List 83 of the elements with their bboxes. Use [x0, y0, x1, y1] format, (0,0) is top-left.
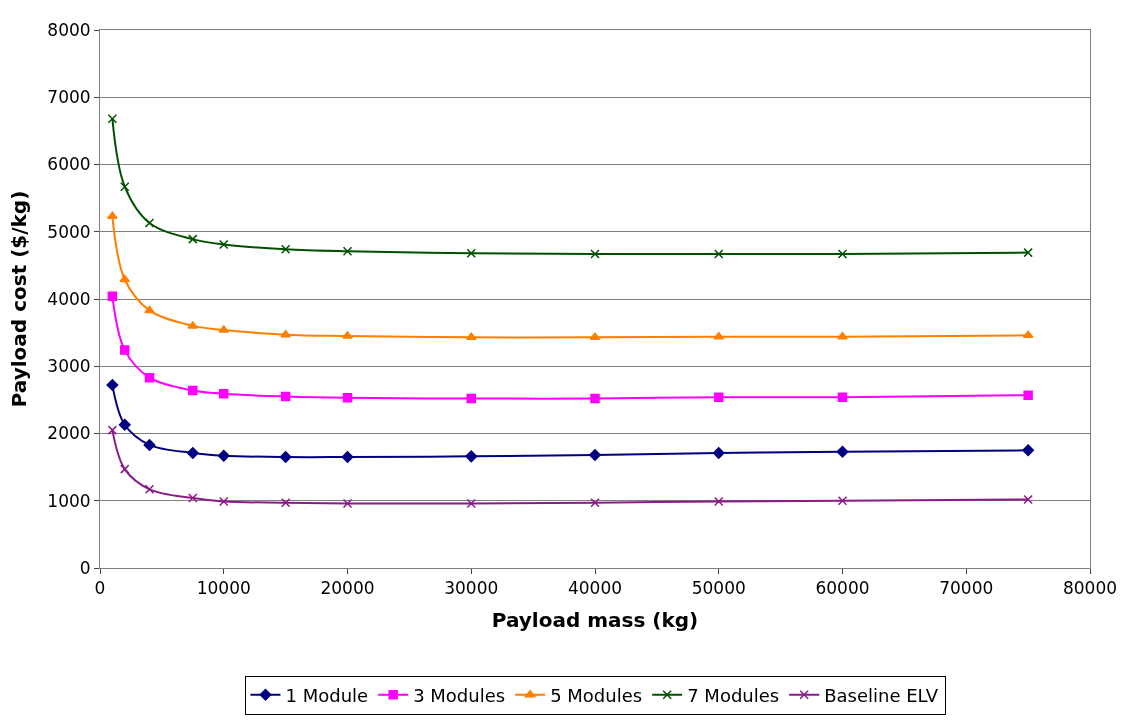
point — [590, 498, 600, 508]
point — [714, 249, 724, 259]
point — [144, 305, 155, 314]
point — [188, 493, 198, 503]
point — [107, 114, 118, 124]
x-axis-title: Payload mass (kg) — [491, 607, 699, 632]
x-tick-label: 20000 — [320, 578, 375, 599]
point — [836, 445, 849, 458]
point — [342, 393, 353, 403]
x-tick-label: 50000 — [691, 578, 746, 599]
x-tick-label: 80000 — [1062, 578, 1118, 599]
point — [144, 372, 155, 383]
point — [712, 447, 725, 459]
y-tick-label: 3000 — [47, 356, 91, 377]
point — [143, 438, 156, 451]
point — [119, 274, 131, 283]
point — [107, 425, 118, 435]
y-tick-label: 6000 — [47, 154, 91, 175]
y-tick-label: 7000 — [47, 87, 91, 108]
point — [219, 239, 229, 250]
y-tick-label: 0 — [79, 557, 91, 578]
x-tick-label: 10000 — [196, 578, 251, 599]
point — [590, 249, 600, 259]
y-tick-label: 1000 — [47, 490, 91, 511]
point — [342, 246, 353, 256]
point — [144, 484, 155, 495]
y-tick-label: 8000 — [47, 19, 91, 40]
point — [713, 331, 725, 340]
y-tick-label: 2000 — [47, 423, 91, 444]
point — [342, 498, 353, 509]
point — [837, 392, 848, 402]
point — [1023, 390, 1033, 400]
point — [1023, 494, 1033, 505]
point — [837, 249, 848, 259]
legend-label: Baseline ELV — [824, 684, 939, 706]
point — [280, 244, 291, 254]
x-tick-label: 70000 — [939, 578, 994, 599]
x-tick-label: 40000 — [567, 578, 623, 599]
point — [465, 450, 478, 463]
point — [106, 379, 119, 392]
point — [590, 393, 600, 404]
point — [186, 447, 199, 459]
point — [144, 218, 155, 228]
point — [837, 331, 848, 340]
point — [342, 331, 353, 339]
point — [589, 449, 601, 461]
point — [465, 332, 477, 341]
point — [120, 464, 130, 474]
x-tick-label: 60000 — [815, 578, 870, 599]
x-tick-label: 30000 — [444, 578, 499, 599]
point — [589, 332, 601, 341]
legend-label: 7 Modules — [687, 684, 780, 706]
point — [188, 385, 198, 396]
point — [280, 329, 291, 338]
point — [837, 496, 848, 506]
point — [466, 248, 476, 259]
x-tick-label: 0 — [94, 578, 106, 599]
point — [1023, 247, 1033, 258]
point — [714, 392, 724, 402]
point — [219, 496, 229, 507]
point — [1022, 330, 1034, 339]
point — [217, 449, 230, 462]
point — [341, 451, 354, 463]
point — [120, 345, 130, 355]
point — [120, 181, 130, 192]
y-tick-label: 5000 — [47, 221, 91, 242]
y-axis-title: Payload cost ($/kg) — [6, 190, 31, 408]
point — [280, 391, 291, 402]
point — [279, 451, 292, 463]
legend-label: 1 Module — [285, 684, 369, 706]
point — [107, 211, 118, 220]
point — [188, 234, 198, 244]
y-tick-label: 4000 — [47, 288, 91, 309]
legend-label: 5 Modules — [550, 684, 643, 706]
point — [466, 393, 476, 404]
point — [714, 496, 724, 507]
point — [219, 389, 229, 399]
point — [107, 291, 118, 302]
point — [280, 498, 291, 508]
point — [1022, 444, 1035, 457]
legend-label: 3 Modules — [413, 684, 506, 706]
point — [118, 418, 131, 431]
point — [466, 498, 476, 509]
